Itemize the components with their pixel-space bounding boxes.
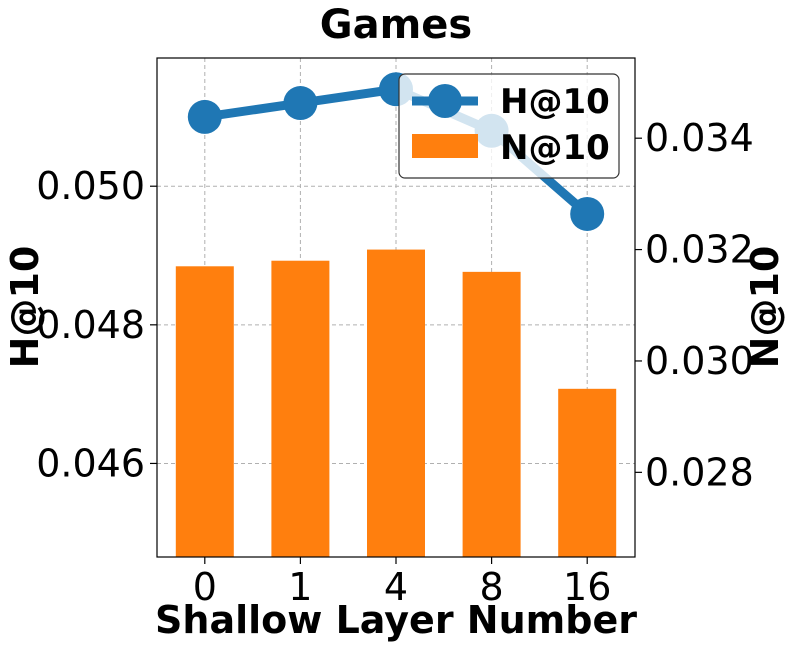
left-tick-label: 0.048 <box>36 303 145 347</box>
bar-n10 <box>367 249 425 557</box>
left-tick-label: 0.050 <box>36 164 145 208</box>
x-tick-label: 4 <box>384 565 408 609</box>
right-tick-label: 0.032 <box>645 228 754 272</box>
right-tick-label: 0.034 <box>645 116 754 160</box>
x-tick-label: 8 <box>480 565 504 609</box>
point-h10 <box>570 196 605 231</box>
left-axis-ticks: 0.046 0.048 0.050 <box>36 164 157 485</box>
x-axis-ticks: 0 1 4 8 16 <box>193 557 611 609</box>
legend-label-n10: N@10 <box>500 128 610 168</box>
right-axis-ticks: 0.028 0.030 0.032 0.034 <box>635 116 754 494</box>
right-axis-title: N@10 <box>743 246 787 369</box>
legend-marker-swatch <box>428 84 462 118</box>
right-tick-label: 0.028 <box>645 450 754 494</box>
x-tick-label: 1 <box>288 565 312 609</box>
bar-n10 <box>462 271 521 557</box>
bar-n10 <box>271 260 330 557</box>
right-tick-label: 0.030 <box>645 339 754 383</box>
legend-label-h10: H@10 <box>500 82 610 122</box>
bar-n10 <box>175 266 234 557</box>
bars <box>175 249 617 557</box>
legend-bar-swatch <box>412 134 478 158</box>
legend: H@10 N@10 <box>398 73 620 179</box>
left-tick-label: 0.046 <box>36 441 145 485</box>
x-tick-label: 16 <box>563 565 611 609</box>
chart-title: Games <box>320 2 472 48</box>
point-h10 <box>283 86 318 121</box>
left-axis-title: H@10 <box>3 246 47 369</box>
x-axis-title: Shallow Layer Number <box>155 598 637 642</box>
x-tick-label: 0 <box>193 565 217 609</box>
point-h10 <box>187 99 222 134</box>
bar-n10 <box>558 388 617 557</box>
